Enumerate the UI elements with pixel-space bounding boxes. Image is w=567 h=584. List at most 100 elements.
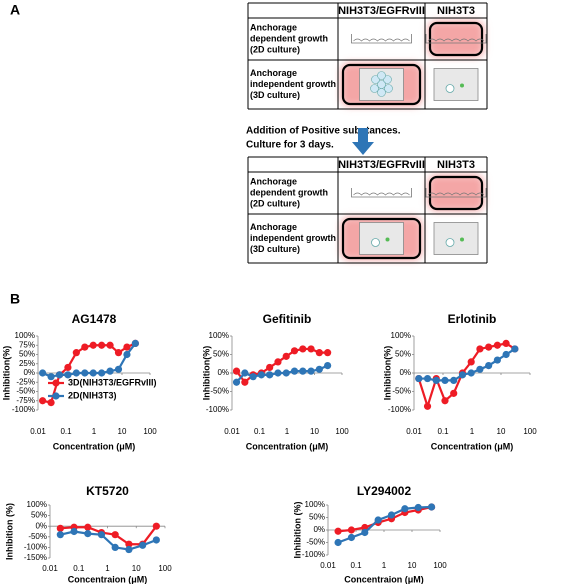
data-point (89, 341, 97, 349)
data-point (56, 531, 64, 539)
data-point (139, 541, 147, 549)
row-label: (2D culture) (250, 198, 300, 208)
data-point (361, 528, 369, 537)
y-tick-label: -50% (28, 532, 47, 541)
y-axis-label: Inhibition(%) (201, 346, 211, 400)
y-tick-label: -50% (16, 387, 35, 396)
cell-icon (371, 238, 380, 247)
cell-layer-icon (353, 38, 410, 42)
dish-icon (351, 34, 412, 44)
data-point (347, 526, 356, 534)
data-point (39, 397, 47, 405)
cell-icon (445, 84, 455, 93)
y-tick-label: -150% (24, 553, 47, 562)
data-point (232, 367, 241, 375)
x-tick-label: 0.1 (254, 427, 266, 436)
data-point (467, 369, 475, 377)
x-tick-label: 0.01 (224, 427, 240, 436)
x-tick-label: 10 (408, 561, 417, 570)
row-label: (3D culture) (250, 90, 300, 100)
chart-title: KT5720 (86, 484, 129, 498)
data-point (423, 374, 432, 383)
data-point (290, 347, 299, 355)
data-point (39, 369, 47, 377)
arrow (352, 128, 374, 155)
dish-icon (425, 188, 487, 198)
x-tick-label: 100 (523, 427, 537, 436)
data-point (241, 369, 249, 377)
data-point (502, 350, 510, 359)
x-tick-label: 10 (132, 564, 141, 573)
data-point (152, 522, 160, 530)
data-point (81, 369, 89, 377)
gel-icon (433, 68, 479, 101)
x-tick-label: 1 (285, 427, 290, 436)
cell-icon (377, 71, 386, 80)
data-point (299, 367, 307, 375)
cell-icon (460, 237, 464, 242)
x-tick-label: 0.01 (30, 427, 46, 436)
column-header: NIH3T3 (437, 5, 475, 17)
highlight (428, 21, 484, 57)
note-line: Culture for 3 days. (246, 140, 334, 151)
dish-icon (425, 34, 487, 44)
y-tick-label: 50% (31, 511, 47, 520)
chart-title: LY294002 (357, 484, 412, 498)
data-point (266, 371, 274, 379)
data-point (98, 341, 106, 349)
data-point (347, 533, 356, 542)
y-tick-label: -25% (16, 377, 35, 386)
data-point (493, 356, 501, 364)
y-tick-label: 0% (217, 368, 229, 377)
y-tick-label: 50% (309, 513, 325, 522)
y-tick-label: -100% (302, 550, 325, 559)
y-tick-label: -100% (24, 543, 47, 552)
cell-layer-icon (427, 192, 485, 196)
data-point (299, 345, 307, 353)
cell-icon (371, 75, 380, 84)
y-tick-label: -100% (206, 405, 229, 414)
data-point (467, 358, 475, 366)
data-point (84, 523, 92, 531)
legend-swatch (52, 379, 60, 387)
cell-layer-icon (353, 192, 410, 196)
data-point (427, 503, 436, 511)
y-tick-label: 100% (391, 331, 411, 340)
data-point (476, 345, 484, 353)
data-point (70, 527, 78, 536)
data-point (125, 545, 133, 554)
legend-swatch (52, 392, 60, 400)
x-tick-label: 0.1 (437, 427, 449, 436)
x-tick-label: 0.01 (42, 564, 58, 573)
cell-icon (384, 84, 393, 93)
data-point (485, 343, 493, 351)
x-tick-label: 1 (92, 427, 97, 436)
x-tick-label: 100 (143, 427, 157, 436)
y-tick-label: 25% (19, 359, 35, 368)
data-point (81, 343, 89, 351)
column-header: NIH3T3/EGFRvIII (338, 159, 425, 171)
data-point (241, 378, 249, 386)
x-tick-label: 1 (105, 564, 110, 573)
y-tick-label: 50% (395, 350, 411, 359)
y-tick-label: 0% (399, 368, 411, 377)
highlight (341, 217, 422, 260)
data-point (282, 369, 290, 377)
data-point (387, 511, 396, 519)
data-point (432, 376, 440, 384)
x-tick-label: 10 (310, 427, 319, 436)
data-point (282, 352, 290, 360)
data-point (324, 362, 332, 370)
y-tick-label: 50% (19, 350, 35, 359)
data-point (64, 371, 72, 379)
cell-icon (383, 75, 392, 84)
data-point (72, 369, 80, 377)
x-tick-label: 100 (433, 561, 447, 570)
data-point (125, 540, 133, 548)
data-point (274, 358, 282, 366)
y-tick-label: 50% (213, 350, 229, 359)
x-tick-label: 100 (158, 564, 172, 573)
y-tick-label: -50% (306, 538, 325, 547)
x-tick-label: 0.1 (60, 427, 72, 436)
